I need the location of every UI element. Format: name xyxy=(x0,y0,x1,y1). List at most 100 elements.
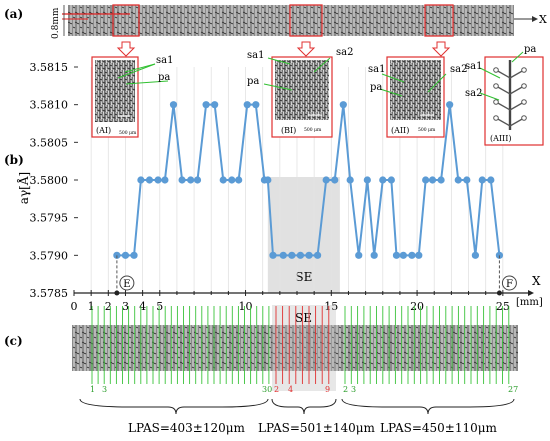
micrograph-AII xyxy=(390,60,441,120)
data-point xyxy=(495,251,504,259)
arm-index-label: 30 xyxy=(262,385,272,394)
label-sa2: sa2 xyxy=(336,47,353,58)
data-point xyxy=(454,176,462,184)
inset-AII-scale: 500 μm xyxy=(418,127,436,133)
specimen-strip-a xyxy=(68,5,514,36)
inset-AI-scale: 500 μm xyxy=(119,130,137,136)
data-point xyxy=(187,176,195,184)
data-point xyxy=(363,176,371,184)
inset-BI: (BI) 500 μm sa1 sa2 pa xyxy=(247,47,353,138)
x-tick-label: 3 xyxy=(122,300,129,313)
brace-left xyxy=(79,398,269,415)
data-point xyxy=(387,176,395,184)
data-point xyxy=(235,176,243,184)
label-sa1: sa1 xyxy=(247,50,264,61)
data-point xyxy=(202,101,210,109)
data-point xyxy=(471,251,479,259)
data-point xyxy=(355,251,363,259)
y-axis-label: aγ[Å] xyxy=(16,172,31,204)
y-tick-label: 3.5815 xyxy=(30,61,69,74)
arrow-down-icon xyxy=(296,41,316,57)
label-sa2: sa2 xyxy=(450,64,467,75)
data-point xyxy=(288,251,296,259)
lpas-right: LPAS=450±110μm xyxy=(380,421,498,435)
arm-index-label: 2 xyxy=(343,385,348,394)
region-box-BI xyxy=(289,4,323,37)
x-tick-label: 1 xyxy=(88,300,95,313)
arm-index-label: 2 xyxy=(274,385,279,394)
data-point xyxy=(428,176,437,184)
arm-index-label: 1 xyxy=(90,385,95,394)
arm-index-label: 3 xyxy=(102,385,107,394)
marker-dot xyxy=(496,290,502,296)
x-tick-label: 20 xyxy=(410,300,424,313)
data-point xyxy=(422,176,430,184)
arm-index-label: 9 xyxy=(325,385,330,394)
x-tick-label: 0 xyxy=(71,300,78,313)
arrow-down-icon xyxy=(431,41,451,57)
label-pa: pa xyxy=(158,72,170,83)
marker-label: F xyxy=(506,279,513,290)
panel-c-label: (c) xyxy=(4,334,23,348)
y-tick-label: 3.5790 xyxy=(30,249,69,262)
micrograph-AI xyxy=(95,60,135,122)
inset-AIII: pa sa1 sa2 (AIII) xyxy=(465,44,544,146)
brace-mid xyxy=(271,398,337,415)
data-point xyxy=(137,176,145,184)
marker-dot xyxy=(114,290,120,296)
data-point xyxy=(228,176,236,184)
arm-index-label: 4 xyxy=(288,385,293,394)
data-point xyxy=(305,251,313,259)
y-tick-label: 3.5800 xyxy=(30,174,69,187)
data-point xyxy=(279,251,287,259)
region-box-AII xyxy=(424,4,454,37)
data-point xyxy=(346,176,354,184)
specimen-strip-c xyxy=(72,325,518,371)
data-point xyxy=(463,176,471,184)
x-tick-label: 2 xyxy=(105,300,112,313)
x-tick-label: 4 xyxy=(139,300,146,313)
x-axis-label: X xyxy=(532,274,541,288)
data-point xyxy=(379,176,387,184)
data-point xyxy=(446,101,454,109)
data-point xyxy=(399,251,407,259)
data-point xyxy=(161,176,169,184)
data-point xyxy=(145,176,154,184)
pointer-line xyxy=(117,63,156,79)
marker-circle xyxy=(119,275,135,291)
data-point xyxy=(370,251,378,259)
data-point xyxy=(264,176,272,184)
data-point xyxy=(437,176,445,184)
marker-label: E xyxy=(123,279,130,290)
data-point xyxy=(296,251,305,259)
data-point xyxy=(313,251,322,259)
lattice-parameter-chart: SE 3.5785 3.5790 3.5795 3.5800 3.5805 3.5810 3.… xyxy=(16,61,543,313)
data-point xyxy=(169,101,178,109)
y-tick-label: 3.5810 xyxy=(30,99,69,112)
micrograph-BI xyxy=(275,60,329,120)
x-tick-label: 5 xyxy=(156,300,163,313)
arm-index-label: 3 xyxy=(351,385,356,394)
data-point xyxy=(154,176,162,184)
se-label-c: SE xyxy=(295,311,312,325)
inset-AI-label: (AI) xyxy=(96,126,111,135)
x-axis-arrow xyxy=(528,290,534,296)
data-point xyxy=(408,251,416,259)
brace-right xyxy=(341,398,515,415)
data-point xyxy=(113,251,121,259)
inset-BI-label: (BI) xyxy=(281,126,296,135)
y-tick-label: 3.5785 xyxy=(30,287,69,300)
data-point xyxy=(219,176,227,184)
data-point xyxy=(269,251,277,259)
data-point xyxy=(487,176,495,184)
data-point xyxy=(211,101,219,109)
y-tick-label: 3.5805 xyxy=(30,136,69,149)
lpas-left: LPAS=403±120μm xyxy=(128,421,246,435)
data-point xyxy=(339,101,347,109)
label-pa: pa xyxy=(370,82,382,93)
data-point xyxy=(121,251,130,259)
se-region-label: SE xyxy=(295,270,312,284)
arrow-down-icon xyxy=(116,41,136,57)
label-sa1: sa1 xyxy=(465,61,482,72)
